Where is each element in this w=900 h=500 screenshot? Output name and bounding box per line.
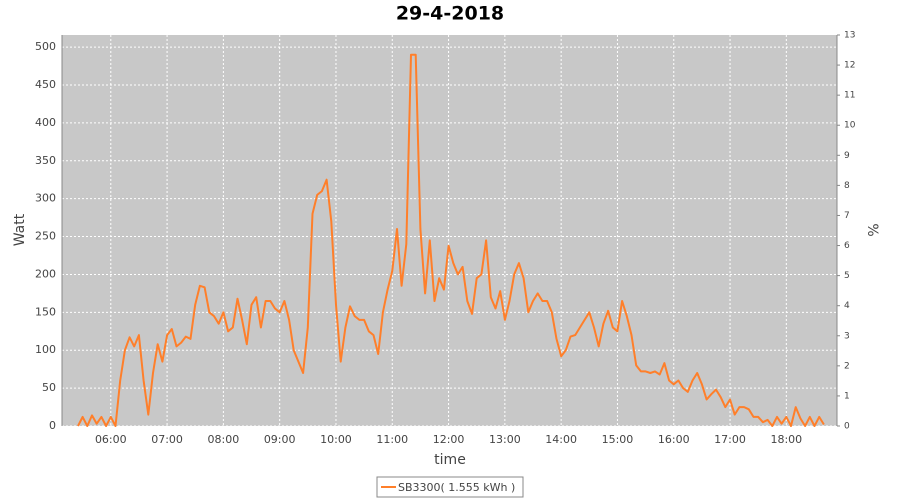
- y-tick-label: 50: [42, 381, 56, 394]
- y2-tick-label: 6: [844, 241, 850, 251]
- y-tick-label: 400: [35, 116, 56, 129]
- y-tick-label: 300: [35, 192, 56, 205]
- y-tick-label: 500: [35, 40, 56, 53]
- x-tick-label: 11:00: [376, 433, 408, 446]
- x-tick-label: 07:00: [151, 433, 183, 446]
- y2-tick-label: 4: [844, 301, 850, 311]
- x-tick-label: 17:00: [714, 433, 746, 446]
- x-tick-label: 16:00: [658, 433, 690, 446]
- x-tick-label: 12:00: [433, 433, 465, 446]
- y-tick-label: 0: [49, 419, 56, 432]
- x-tick-label: 08:00: [208, 433, 240, 446]
- x-axis-title: time: [434, 452, 466, 468]
- y2-tick-label: 11: [844, 91, 855, 101]
- y2-tick-label: 0: [844, 422, 850, 432]
- y2-tick-label: 3: [844, 331, 850, 341]
- y2-tick-label: 10: [844, 121, 856, 131]
- y-tick-label: 150: [35, 305, 56, 318]
- y2-tick-label: 1: [844, 391, 850, 401]
- y2-tick-label: 7: [844, 211, 850, 221]
- y-tick-label: 450: [35, 78, 56, 91]
- y-tick-label: 350: [35, 154, 56, 167]
- y2-tick-label: 5: [844, 271, 850, 281]
- chart-title: 29-4-2018: [396, 3, 504, 25]
- x-tick-label: 09:00: [264, 433, 296, 446]
- y2-tick-label: 13: [844, 31, 855, 41]
- x-tick-label: 06:00: [95, 433, 127, 446]
- series-line: [77, 53, 825, 427]
- legend: [376, 476, 524, 498]
- y2-tick-label: 12: [844, 61, 855, 71]
- y-tick-label: 100: [35, 343, 56, 356]
- x-tick-label: 15:00: [602, 433, 634, 446]
- y2-tick-label: 9: [844, 151, 850, 161]
- plot-area: [62, 35, 837, 426]
- x-tick-label: 18:00: [770, 433, 802, 446]
- y2-axis-title: %: [864, 223, 880, 236]
- x-tick-label: 10:00: [320, 433, 352, 446]
- y2-tick-label: 2: [844, 361, 850, 371]
- y-tick-label: 200: [35, 267, 56, 280]
- x-tick-label: 13:00: [489, 433, 521, 446]
- y-tick-label: 250: [35, 230, 56, 243]
- x-tick-label: 14:00: [545, 433, 577, 446]
- y2-tick-label: 8: [844, 181, 850, 191]
- legend-label: SB3300( 1.555 kWh ): [398, 481, 515, 494]
- y-axis-title: Watt: [12, 213, 28, 246]
